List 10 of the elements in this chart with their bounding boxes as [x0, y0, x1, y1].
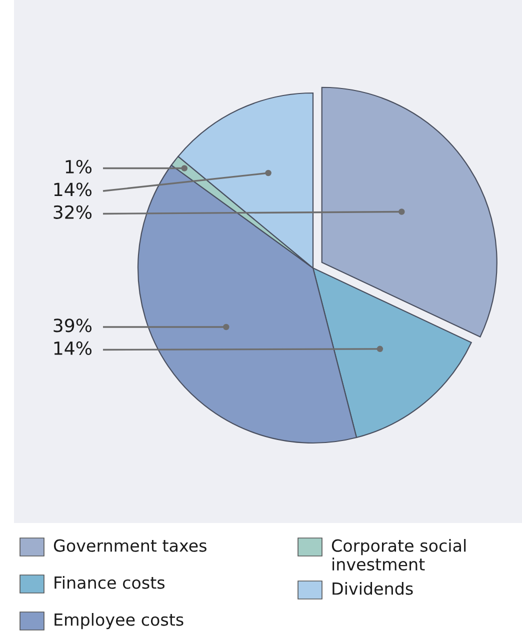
data-label: 1%	[66, 160, 92, 174]
data-label: 14%	[54, 182, 92, 196]
legend-label: Corporate social investment	[332, 539, 466, 571]
legend-label: Dividends	[332, 582, 413, 595]
data-label: 39%	[54, 318, 92, 332]
legend-label: Government taxes	[54, 539, 206, 552]
legend-label: Employee costs	[54, 613, 184, 630]
legend-label: Finance costs	[54, 576, 165, 589]
data-label: 32%	[54, 205, 92, 219]
data-label: 14%	[54, 341, 92, 356]
